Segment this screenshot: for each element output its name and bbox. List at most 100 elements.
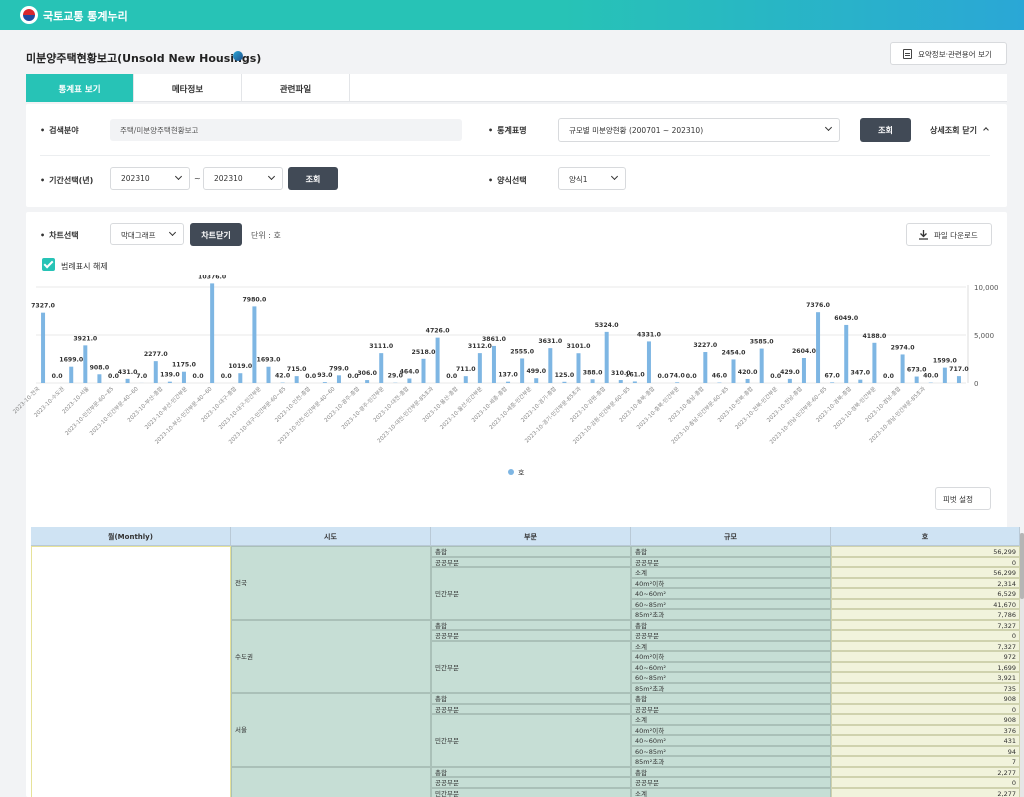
value-cell[interactable]: 431 bbox=[831, 735, 1020, 746]
y-tick-label: 0 bbox=[974, 380, 978, 388]
value-cell[interactable]: 972 bbox=[831, 651, 1020, 662]
bumun-cell[interactable]: 민간부문 bbox=[431, 787, 631, 797]
detail-search-close[interactable]: 상세조회 닫기 bbox=[930, 125, 989, 136]
tab-related-files[interactable]: 관련파일 bbox=[242, 74, 350, 102]
gyumo-cell[interactable]: 40m²이하 bbox=[631, 577, 831, 588]
bar bbox=[816, 312, 821, 383]
bumun-cell[interactable]: 공공부문 bbox=[431, 777, 631, 788]
month-cell[interactable] bbox=[31, 546, 231, 797]
gyumo-cell[interactable]: 소계 bbox=[631, 714, 831, 725]
gyumo-cell[interactable]: 공공부문 bbox=[631, 777, 831, 788]
grid-scrollbar[interactable] bbox=[1020, 533, 1024, 797]
page-title: 미분양주택현황보고(Unsold New Housings) bbox=[26, 52, 262, 65]
value-cell[interactable]: 6,529 bbox=[831, 588, 1020, 599]
gyumo-cell[interactable]: 85m²초과 bbox=[631, 609, 831, 620]
value-cell[interactable]: 0 bbox=[831, 630, 1020, 641]
summary-terms-button[interactable]: 요약정보·관련용어 보기 bbox=[890, 42, 1007, 65]
table-name-select[interactable]: 규모별 미분양현황 (200701 ~ 202310) bbox=[558, 118, 840, 142]
gyumo-cell[interactable]: 40m²이하 bbox=[631, 651, 831, 662]
value-cell[interactable]: 3,921 bbox=[831, 672, 1020, 683]
file-download-button[interactable]: 파일 다운로드 bbox=[906, 223, 992, 246]
bumun-cell[interactable]: 총합 bbox=[431, 693, 631, 704]
period-to-select[interactable]: 202310 bbox=[203, 167, 283, 190]
data-label: 42.0 bbox=[275, 373, 291, 380]
value-cell[interactable]: 7,786 bbox=[831, 609, 1020, 620]
query-button[interactable]: 조회 bbox=[860, 118, 911, 142]
gyumo-cell[interactable]: 40m²이하 bbox=[631, 724, 831, 735]
legend-toggle-checkbox[interactable] bbox=[42, 258, 55, 271]
close-chart-button[interactable]: 차트닫기 bbox=[190, 223, 242, 246]
tab-meta-info[interactable]: 메타정보 bbox=[134, 74, 242, 102]
bar bbox=[520, 358, 525, 383]
data-label: 0.0 bbox=[446, 373, 458, 380]
value-cell[interactable]: 56,299 bbox=[831, 567, 1020, 578]
gyumo-cell[interactable]: 60~85m² bbox=[631, 672, 831, 683]
header-bumun[interactable]: 부문 bbox=[431, 527, 631, 546]
header-value[interactable]: 호 bbox=[831, 527, 1020, 546]
value-cell[interactable]: 908 bbox=[831, 693, 1020, 704]
bumun-cell[interactable]: 총합 bbox=[431, 766, 631, 777]
value-cell[interactable]: 0 bbox=[831, 703, 1020, 714]
header-gyumo[interactable]: 규모 bbox=[631, 527, 831, 546]
value-cell[interactable]: 376 bbox=[831, 724, 1020, 735]
gyumo-cell[interactable]: 40~60m² bbox=[631, 735, 831, 746]
value-cell[interactable]: 0 bbox=[831, 556, 1020, 567]
gyumo-cell[interactable]: 공공부문 bbox=[631, 630, 831, 641]
gyumo-cell[interactable]: 85m²초과 bbox=[631, 682, 831, 693]
gyumo-cell[interactable]: 총합 bbox=[631, 766, 831, 777]
tab-table-view[interactable]: 통계표 보기 bbox=[26, 74, 134, 102]
bar bbox=[942, 367, 947, 383]
header-sido[interactable]: 시도 bbox=[231, 527, 431, 546]
sido-cell[interactable]: 수도권 bbox=[231, 619, 431, 693]
header-monthly[interactable]: 월(Monthly) bbox=[31, 527, 231, 546]
sido-cell[interactable] bbox=[231, 766, 431, 797]
gyumo-cell[interactable]: 총합 bbox=[631, 693, 831, 704]
gyumo-cell[interactable]: 총합 bbox=[631, 619, 831, 630]
gyumo-cell[interactable]: 40~60m² bbox=[631, 661, 831, 672]
brand-name[interactable]: 국토교통 통계누리 bbox=[43, 10, 128, 23]
data-label: 388.0 bbox=[583, 369, 603, 376]
scrollbar-thumb[interactable] bbox=[1020, 533, 1024, 599]
format-select[interactable]: 양식1 bbox=[558, 167, 626, 190]
value-cell[interactable]: 7,327 bbox=[831, 619, 1020, 630]
value-cell[interactable]: 7 bbox=[831, 756, 1020, 767]
value-cell[interactable]: 735 bbox=[831, 682, 1020, 693]
bumun-cell[interactable]: 공공부문 bbox=[431, 703, 631, 714]
value-cell[interactable]: 2,277 bbox=[831, 766, 1020, 777]
gyumo-cell[interactable]: 85m²초과 bbox=[631, 756, 831, 767]
gyumo-cell[interactable]: 소계 bbox=[631, 787, 831, 797]
value-cell[interactable]: 94 bbox=[831, 745, 1020, 756]
gyumo-cell[interactable]: 40~60m² bbox=[631, 588, 831, 599]
period-from-select[interactable]: 202310 bbox=[110, 167, 190, 190]
download-icon bbox=[919, 230, 928, 240]
bumun-cell[interactable]: 민간부문 bbox=[431, 640, 631, 693]
period-query-button[interactable]: 조회 bbox=[288, 167, 338, 190]
value-cell[interactable]: 41,670 bbox=[831, 598, 1020, 609]
bumun-cell[interactable]: 민간부문 bbox=[431, 714, 631, 767]
value-cell[interactable]: 0 bbox=[831, 777, 1020, 788]
value-cell[interactable]: 2,277 bbox=[831, 787, 1020, 797]
value-cell[interactable]: 7,327 bbox=[831, 640, 1020, 651]
sido-cell[interactable]: 전국 bbox=[231, 546, 431, 620]
value-cell[interactable]: 1,699 bbox=[831, 661, 1020, 672]
bumun-cell[interactable]: 총합 bbox=[431, 546, 631, 557]
value-cell[interactable]: 56,299 bbox=[831, 546, 1020, 557]
value-cell[interactable]: 2,314 bbox=[831, 577, 1020, 588]
pivot-settings-button[interactable]: 피벗 설정 bbox=[935, 487, 991, 510]
gyumo-cell[interactable]: 60~85m² bbox=[631, 598, 831, 609]
gyumo-cell[interactable]: 공공부문 bbox=[631, 703, 831, 714]
sido-cell[interactable]: 서울 bbox=[231, 693, 431, 767]
bumun-cell[interactable]: 민간부문 bbox=[431, 567, 631, 620]
gyumo-cell[interactable]: 총합 bbox=[631, 546, 831, 557]
bumun-cell[interactable]: 공공부문 bbox=[431, 556, 631, 567]
bumun-cell[interactable]: 총합 bbox=[431, 619, 631, 630]
value-cell[interactable]: 908 bbox=[831, 714, 1020, 725]
gyumo-cell[interactable]: 소계 bbox=[631, 640, 831, 651]
gyumo-cell[interactable]: 60~85m² bbox=[631, 745, 831, 756]
search-field-input[interactable]: 주택/미분양주택현황보고 bbox=[110, 119, 462, 141]
chart-type-select[interactable]: 막대그래프 bbox=[110, 223, 184, 245]
bumun-cell[interactable]: 공공부문 bbox=[431, 630, 631, 641]
chart-select-label: 차트선택 bbox=[40, 230, 78, 241]
gyumo-cell[interactable]: 소계 bbox=[631, 567, 831, 578]
gyumo-cell[interactable]: 공공부문 bbox=[631, 556, 831, 567]
